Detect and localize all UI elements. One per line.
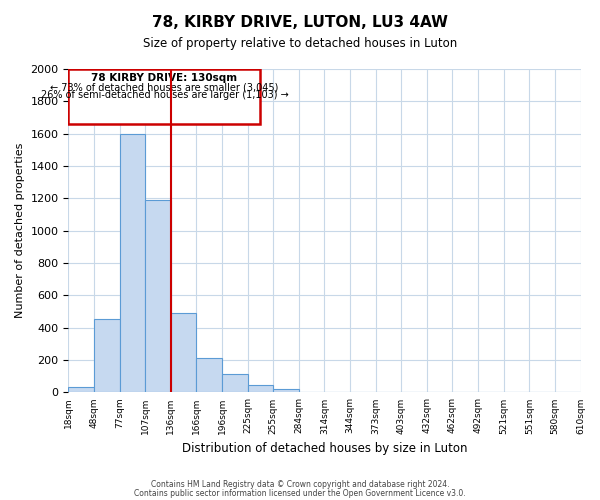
- Bar: [94, 319, 119, 392]
- Text: Contains HM Land Registry data © Crown copyright and database right 2024.: Contains HM Land Registry data © Crown c…: [151, 480, 449, 489]
- X-axis label: Distribution of detached houses by size in Luton: Distribution of detached houses by size …: [182, 442, 467, 455]
- Bar: [248, 385, 273, 392]
- Text: Contains public sector information licensed under the Open Government Licence v3: Contains public sector information licen…: [134, 488, 466, 498]
- Bar: [68, 387, 94, 392]
- Text: 78, KIRBY DRIVE, LUTON, LU3 4AW: 78, KIRBY DRIVE, LUTON, LU3 4AW: [152, 15, 448, 30]
- Y-axis label: Number of detached properties: Number of detached properties: [15, 143, 25, 318]
- Text: Size of property relative to detached houses in Luton: Size of property relative to detached ho…: [143, 38, 457, 51]
- Bar: [145, 200, 171, 392]
- Bar: [273, 389, 299, 392]
- Bar: [171, 313, 196, 392]
- Bar: [196, 358, 222, 392]
- Text: 26% of semi-detached houses are larger (1,103) →: 26% of semi-detached houses are larger (…: [41, 90, 288, 100]
- Bar: [222, 374, 248, 392]
- FancyBboxPatch shape: [68, 69, 260, 124]
- Bar: [119, 134, 145, 392]
- Text: 78 KIRBY DRIVE: 130sqm: 78 KIRBY DRIVE: 130sqm: [91, 73, 238, 83]
- Text: ← 73% of detached houses are smaller (3,045): ← 73% of detached houses are smaller (3,…: [50, 82, 278, 92]
